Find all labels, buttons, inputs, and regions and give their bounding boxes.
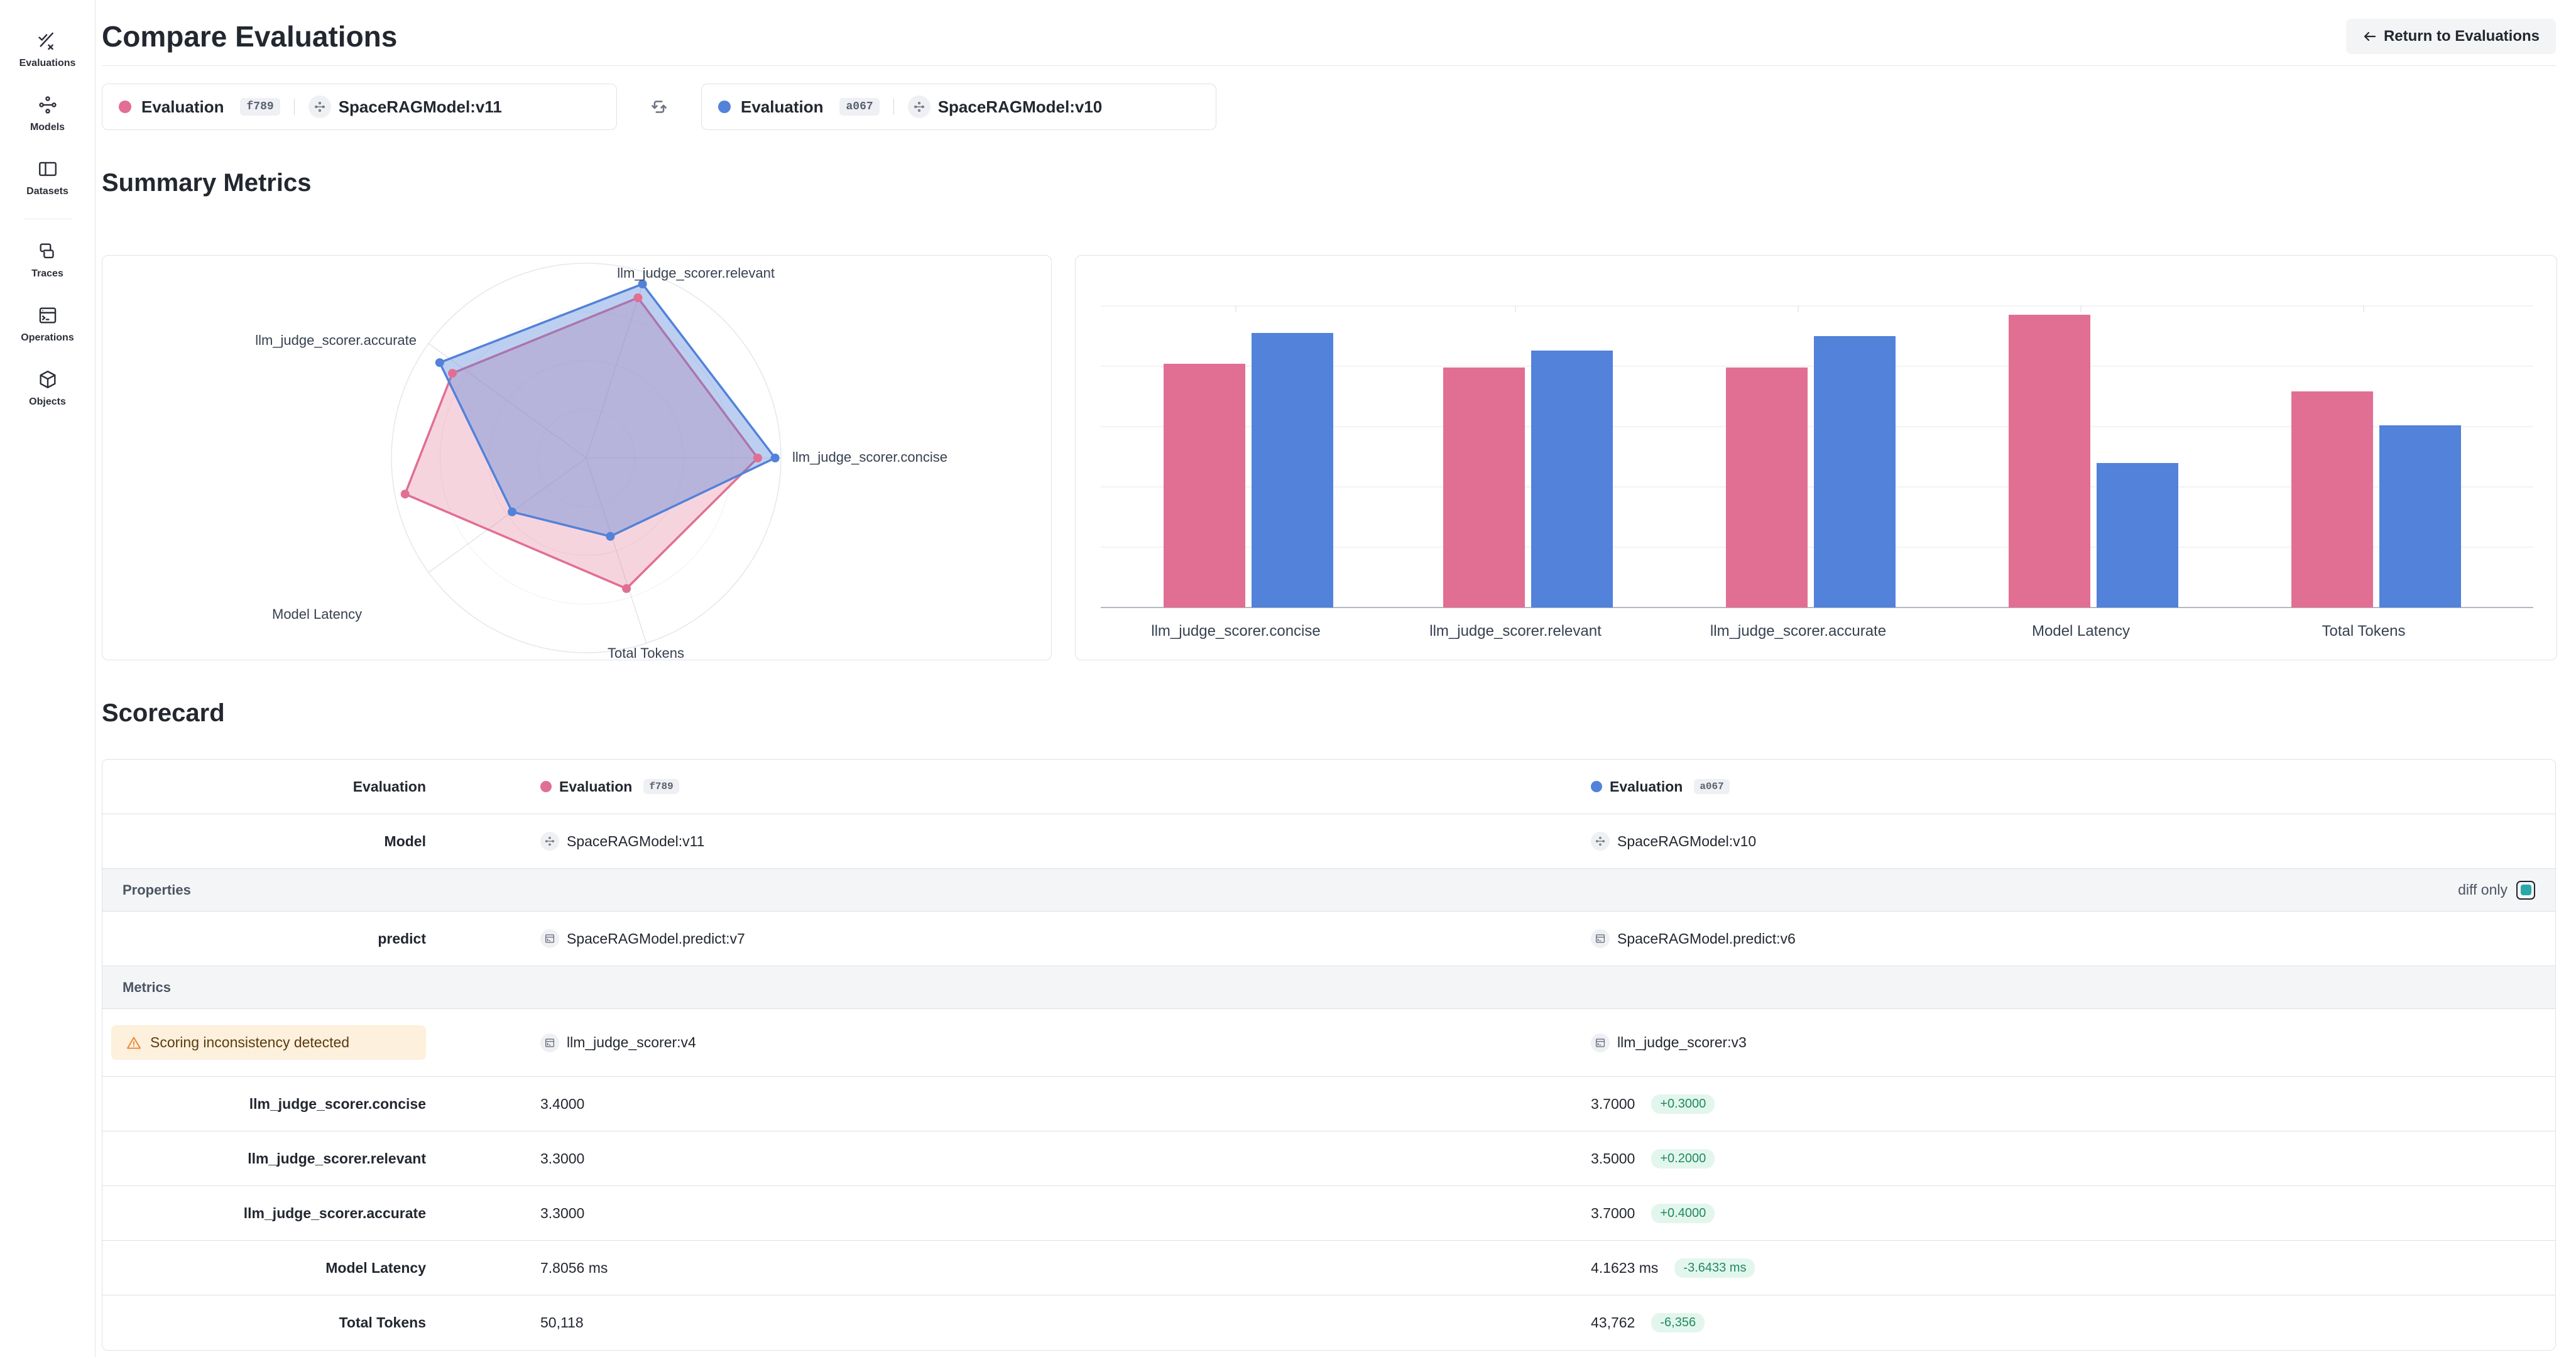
- svg-text:llm_judge_scorer.relevant: llm_judge_scorer.relevant: [617, 265, 775, 281]
- svg-text:Total Tokens: Total Tokens: [2322, 623, 2406, 640]
- svg-text:Total Tokens: Total Tokens: [608, 645, 684, 661]
- svg-text:Model Latency: Model Latency: [272, 606, 362, 622]
- svg-text:llm_judge_scorer.concise: llm_judge_scorer.concise: [1151, 623, 1320, 640]
- svg-text:llm_judge_scorer.relevant: llm_judge_scorer.relevant: [1429, 623, 1602, 640]
- svg-text:llm_judge_scorer.accurate: llm_judge_scorer.accurate: [1710, 623, 1886, 640]
- svg-text:llm_judge_scorer.accurate: llm_judge_scorer.accurate: [255, 332, 417, 348]
- svg-text:Model Latency: Model Latency: [2032, 623, 2130, 640]
- svg-text:llm_judge_scorer.concise: llm_judge_scorer.concise: [792, 449, 947, 465]
